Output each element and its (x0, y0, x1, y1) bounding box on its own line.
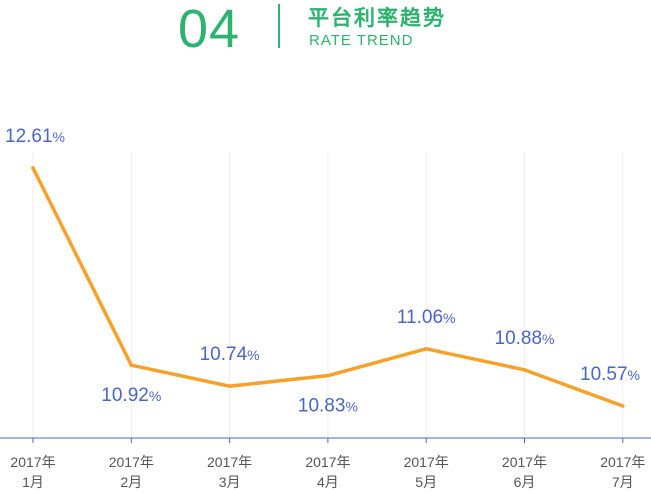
data-point (129, 363, 134, 367)
x-tick-label: 2017年 2月 (109, 454, 154, 490)
data-label: 10.88% (495, 328, 555, 349)
chart-title: 平台利率趋势 (308, 6, 446, 30)
chart-subtitle: RATE TREND (309, 32, 414, 49)
data-label: 10.83% (298, 396, 358, 417)
x-tick-label: 2017年 5月 (404, 454, 449, 490)
x-tick-label: 2017年 6月 (502, 454, 547, 490)
section-number: 04 (178, 0, 241, 59)
x-tick-label: 2017年 3月 (207, 454, 252, 490)
x-tick-label: 2017年 7月 (600, 454, 645, 490)
data-point (424, 347, 429, 351)
data-label: 10.57% (580, 364, 640, 385)
data-point (326, 373, 330, 378)
data-point (522, 368, 527, 372)
data-label: 10.74% (200, 344, 260, 365)
header-divider (278, 4, 280, 48)
data-point (227, 384, 232, 388)
data-label: 10.92% (101, 385, 161, 406)
chart-header: 04 平台利率趋势 RATE TREND (0, 0, 651, 60)
x-tick-label: 2017年 4月 (305, 454, 350, 490)
data-label: 12.61% (5, 126, 65, 147)
data-point (31, 166, 35, 170)
data-point (621, 404, 625, 408)
data-label: 11.06% (397, 307, 456, 328)
x-tick-label: 2017年 1月 (10, 454, 55, 490)
